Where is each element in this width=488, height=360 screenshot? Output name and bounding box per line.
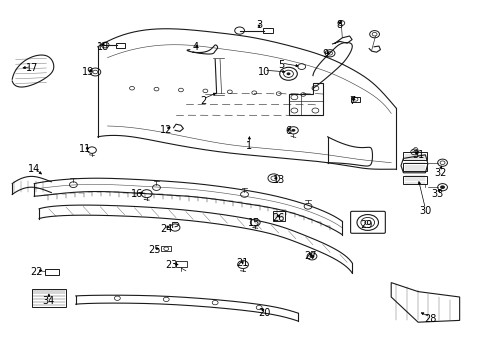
Text: 14: 14 <box>28 164 41 174</box>
Text: 4: 4 <box>192 42 198 52</box>
Text: 24: 24 <box>160 224 172 234</box>
Text: 13: 13 <box>272 175 285 185</box>
Circle shape <box>309 255 314 258</box>
Text: 29: 29 <box>360 220 372 230</box>
Text: 15: 15 <box>247 218 260 228</box>
Text: 19: 19 <box>81 67 94 77</box>
Text: 21: 21 <box>235 258 248 268</box>
Text: 12: 12 <box>160 125 172 135</box>
Text: 1: 1 <box>246 141 252 151</box>
Text: 5: 5 <box>278 60 284 70</box>
Text: 18: 18 <box>96 42 109 52</box>
Text: 7: 7 <box>348 96 354 106</box>
Text: 34: 34 <box>42 296 55 306</box>
Text: 27: 27 <box>304 251 316 261</box>
Text: 16: 16 <box>130 189 143 199</box>
Text: 33: 33 <box>430 189 443 199</box>
Text: 26: 26 <box>272 213 285 223</box>
Text: 6: 6 <box>285 126 291 136</box>
Text: 28: 28 <box>423 314 436 324</box>
Text: 10: 10 <box>257 67 270 77</box>
Circle shape <box>291 129 295 132</box>
Text: 32: 32 <box>433 168 446 178</box>
Text: 17: 17 <box>25 63 38 73</box>
Text: 9: 9 <box>322 49 327 59</box>
Text: 23: 23 <box>164 260 177 270</box>
Text: 25: 25 <box>147 245 160 255</box>
Text: 2: 2 <box>200 96 205 106</box>
Text: 30: 30 <box>418 206 431 216</box>
Circle shape <box>439 185 444 189</box>
Text: 31: 31 <box>411 150 424 160</box>
Text: 3: 3 <box>256 20 262 30</box>
Text: 11: 11 <box>79 144 92 154</box>
Text: 20: 20 <box>257 308 270 318</box>
Text: 22: 22 <box>30 267 43 277</box>
Circle shape <box>286 72 290 75</box>
Text: 8: 8 <box>336 20 342 30</box>
